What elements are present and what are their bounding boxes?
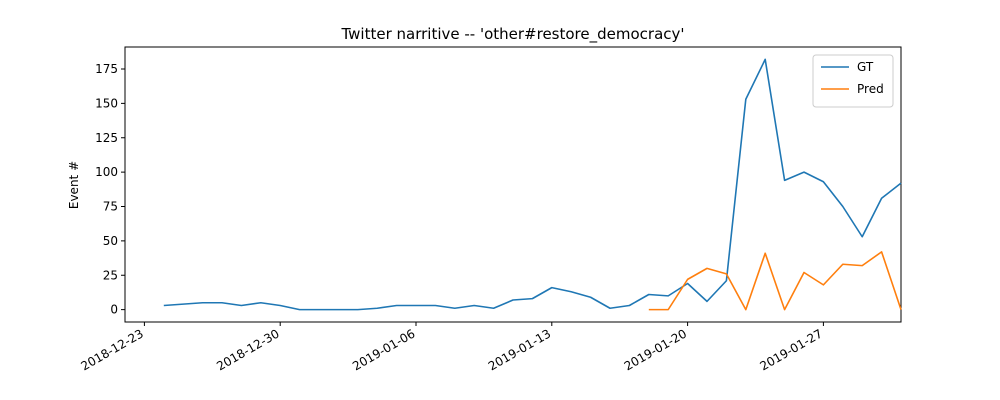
x-tick-label: 2018-12-30 — [214, 326, 281, 373]
x-tick-label: 2018-12-23 — [78, 326, 145, 373]
y-tick-label: 50 — [103, 234, 118, 248]
legend-label-pred: Pred — [857, 82, 884, 96]
y-axis-label: Event # — [67, 161, 81, 209]
y-axis: 0 25 50 75 100 125 150 175 — [95, 62, 125, 317]
y-tick-label: 100 — [95, 165, 118, 179]
x-tick-label: 2019-01-27 — [757, 326, 824, 373]
x-tick-label: 2019-01-13 — [486, 326, 553, 373]
plot-area — [124, 46, 902, 323]
x-tick-label: 2019-01-20 — [622, 326, 689, 373]
y-tick-label: 175 — [95, 62, 118, 76]
x-axis: 2018-12-23 2018-12-30 2019-01-06 2019-01-13… — [78, 322, 825, 373]
series-layer — [163, 58, 902, 311]
chart-title: Twitter narritive -- 'other#restore_demo… — [340, 25, 684, 44]
legend-label-gt: GT — [857, 60, 874, 74]
series-line-gt — [163, 58, 902, 311]
legend: GT Pred — [812, 54, 894, 108]
y-tick-label: 75 — [103, 200, 118, 214]
y-tick-label: 0 — [110, 303, 118, 317]
y-tick-label: 150 — [95, 96, 118, 110]
y-tick-label: 25 — [103, 268, 118, 282]
y-tick-label: 125 — [95, 131, 118, 145]
x-tick-label: 2019-01-06 — [350, 326, 417, 373]
legend-box — [812, 54, 894, 108]
series-line-pred — [648, 251, 902, 311]
